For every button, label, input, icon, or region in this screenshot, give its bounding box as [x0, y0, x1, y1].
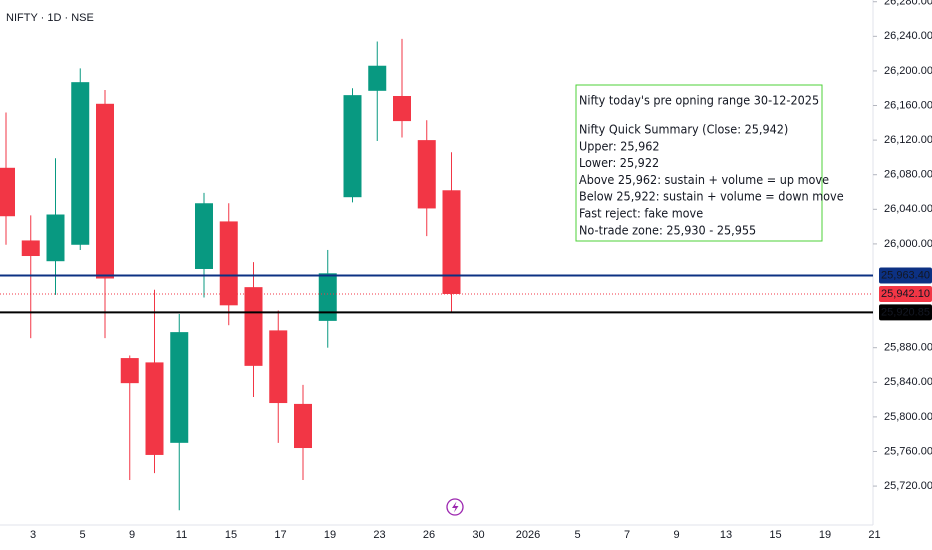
y-tick-label: 26,040.00: [884, 203, 932, 215]
candle-body: [21, 240, 40, 257]
y-tick-label: 26,080.00: [884, 169, 932, 181]
y-tick-label: 26,280.00: [884, 0, 932, 8]
candle-body: [442, 190, 461, 294]
y-tick-label: 25,880.00: [884, 342, 932, 354]
candle-body: [96, 103, 114, 279]
x-tick-label: 23: [373, 529, 385, 541]
candle-body: [343, 95, 362, 198]
candle-body: [219, 221, 238, 306]
x-tick-label: 15: [225, 529, 237, 541]
annotation-line: Fast reject: fake move: [579, 206, 703, 221]
candle-body: [71, 82, 90, 245]
x-tick-label: 9: [129, 529, 135, 541]
annotation-line: Lower: 25,922: [579, 155, 659, 170]
candle-body: [368, 65, 387, 91]
chart-title: NIFTY · 1D · NSE: [6, 12, 94, 24]
x-tick-label: 19: [324, 529, 336, 541]
annotation-line: Below 25,922: sustain + volume = down mo…: [579, 189, 844, 204]
candle-body: [318, 273, 337, 321]
price-label: 25,920.85: [881, 306, 930, 318]
annotation-box: [575, 84, 823, 242]
y-tick-label: 26,120.00: [884, 134, 932, 146]
y-tick-label: 26,240.00: [884, 30, 932, 42]
annotation-line: Nifty Quick Summary (Close: 25,942): [579, 122, 788, 137]
y-tick-label: 25,760.00: [884, 445, 932, 457]
x-tick-label: 7: [624, 529, 630, 541]
price-label-box: [879, 304, 932, 321]
candle-body: [393, 96, 411, 122]
lightning-icon[interactable]: [446, 498, 464, 516]
annotation-line: No-trade zone: 25,930 - 25,955: [579, 222, 756, 237]
x-tick-label: 15: [769, 529, 781, 541]
y-tick-label: 26,000.00: [884, 238, 932, 250]
x-tick-label: 13: [720, 529, 732, 541]
y-tick-label: 25,800.00: [884, 411, 932, 423]
candle-body: [269, 330, 288, 404]
y-tick-label: 25,720.00: [884, 480, 932, 492]
price-label: 25,963.40: [881, 269, 930, 281]
x-tick-label: 17: [274, 529, 286, 541]
x-tick-label: 5: [574, 529, 580, 541]
x-tick-label: 30: [472, 529, 484, 541]
x-tick-label: 11: [176, 529, 187, 541]
candle-body: [0, 167, 15, 217]
candle-body: [417, 140, 436, 209]
candle-body: [294, 403, 312, 449]
x-tick-label: 5: [79, 529, 85, 541]
y-tick-label: 25,840.00: [884, 376, 932, 388]
price-label-box: [879, 267, 932, 284]
candle-body: [46, 214, 65, 262]
candle-body: [145, 362, 164, 455]
candle-body: [195, 203, 213, 269]
x-tick-label: 2026: [516, 529, 540, 541]
x-tick-label: 9: [673, 529, 679, 541]
candle-body: [170, 332, 189, 443]
candle-body: [120, 358, 139, 384]
annotation-title: Nifty today's pre opning range 30-12-202…: [579, 93, 819, 108]
x-tick-label: 19: [819, 529, 831, 541]
annotation-line: Above 25,962: sustain + volume = up move: [579, 172, 829, 187]
x-tick-label: 26: [423, 529, 435, 541]
y-tick-label: 26,200.00: [884, 65, 932, 77]
x-tick-label: 3: [30, 529, 36, 541]
price-label: 25,942.10: [881, 288, 930, 300]
y-tick-label: 26,160.00: [884, 99, 932, 111]
candle-body: [244, 287, 263, 366]
price-label-box: [879, 285, 932, 302]
x-tick-label: 21: [868, 529, 880, 541]
annotation-line: Upper: 25,962: [579, 138, 660, 153]
